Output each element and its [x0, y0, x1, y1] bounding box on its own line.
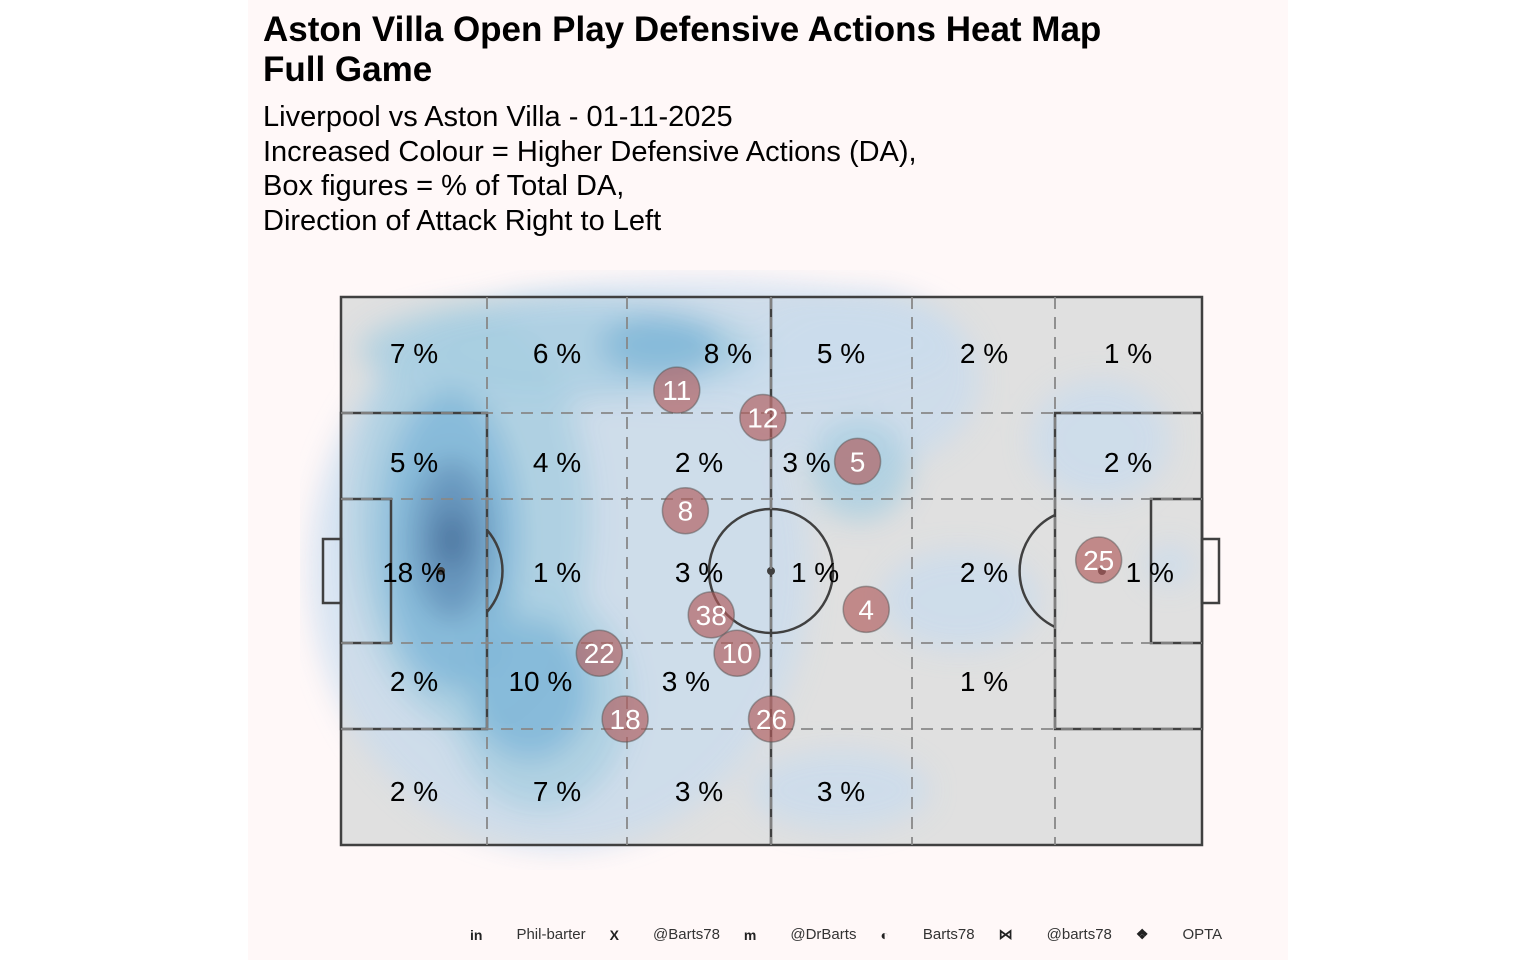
- subtitle-line: Increased Colour = Higher Defensive Acti…: [263, 135, 917, 168]
- player-average-position: 5: [833, 437, 882, 486]
- player-average-position: 26: [747, 695, 796, 743]
- player-number: 25: [1083, 545, 1114, 576]
- player-average-position: 38: [687, 591, 735, 639]
- zone-percentage-label: 2 %: [960, 557, 1008, 588]
- player-marker: [747, 695, 796, 743]
- subtitle-line: Liverpool vs Aston Villa - 01-11-2025: [263, 101, 733, 133]
- player-marker: [575, 629, 624, 677]
- player-number: 5: [850, 446, 866, 477]
- footer-handle: Phil-barter: [516, 926, 586, 943]
- zone-percentage-label: 2 %: [960, 338, 1008, 369]
- player-average-position: 18: [601, 695, 649, 743]
- zone-percentage-label: 1 %: [960, 666, 1008, 697]
- zone-percentage-label: 2 %: [390, 666, 438, 697]
- player-number: 10: [721, 638, 752, 669]
- player-average-position: 12: [739, 393, 787, 442]
- subtitle-line: Box figures = % of Total DA,: [263, 170, 625, 202]
- footer-handle: OPTA: [1182, 926, 1223, 943]
- footer-credits: in Phil-barter X @Barts78 m @DrBarts ◐ Barts78 ⋈…: [470, 926, 1246, 943]
- subtitle-line: Direction of Attack Right to Left: [263, 204, 662, 237]
- player-marker: [601, 695, 649, 743]
- x-icon: X: [609, 926, 619, 943]
- heat-blob: [600, 315, 720, 375]
- zone-percentage-label: 6 %: [533, 338, 581, 369]
- player-number: 38: [696, 600, 727, 631]
- chart-title: Aston Villa Open Play Defensive Actions …: [263, 10, 1101, 90]
- zone-percentage-label: 18 %: [382, 557, 446, 588]
- player-marker: [653, 366, 701, 414]
- zone-percentage-label: 1 %: [1104, 338, 1152, 369]
- footer-handle: @DrBarts: [790, 926, 857, 943]
- bluesky-icon: ⋈: [998, 926, 1013, 942]
- chart-subtitle: Liverpool vs Aston Villa - 01-11-2025 In…: [263, 100, 917, 238]
- zone-percentage-label: 4 %: [533, 447, 581, 478]
- zone-percentage-label: 1 %: [791, 557, 839, 588]
- player-number: 26: [756, 704, 787, 735]
- player-marker: [713, 629, 761, 677]
- zone-percentage-label: 8 %: [704, 338, 752, 369]
- player-number: 8: [678, 496, 694, 527]
- player-number: 12: [747, 403, 778, 434]
- title-line-1: Aston Villa Open Play Defensive Actions …: [263, 10, 1102, 49]
- github-icon: ◐: [880, 926, 889, 943]
- zone-percentage-label: 3 %: [675, 776, 723, 807]
- player-marker: [739, 393, 787, 442]
- heat-blob: [470, 620, 590, 760]
- heat-blob: [740, 290, 980, 470]
- player-marker: [833, 437, 882, 486]
- zone-percentage-label: 2 %: [1104, 447, 1152, 478]
- footer-handle: @barts78: [1046, 926, 1112, 943]
- zone-percentage-label: 5 %: [390, 447, 438, 478]
- zone-percentage-label: 3 %: [675, 557, 723, 588]
- zone-percentage-label: 7 %: [390, 338, 438, 369]
- zone-percentage-label: 2 %: [390, 776, 438, 807]
- heat-blob: [750, 750, 930, 830]
- mastodon-icon: m: [743, 926, 757, 943]
- player-number: 22: [584, 638, 615, 669]
- zone-percentage-label: 1 %: [1126, 557, 1174, 588]
- zone-percentage-label: 2 %: [675, 447, 723, 478]
- dropbox-icon: ❖: [1135, 926, 1149, 942]
- heat-blob: [880, 550, 1040, 650]
- zone-percentage-label: 7 %: [533, 776, 581, 807]
- player-number: 11: [662, 375, 691, 406]
- player-average-position: 25: [1074, 536, 1123, 584]
- zone-percentage-label: 3 %: [817, 776, 865, 807]
- player-average-position: 8: [661, 486, 710, 535]
- heat-blob: [1145, 545, 1195, 585]
- player-marker: [1074, 536, 1123, 584]
- player-number: 18: [610, 704, 641, 735]
- zone-percentage-label: 10 %: [508, 666, 572, 697]
- player-average-position: 11: [653, 366, 701, 414]
- zone-percentage-label: 1 %: [533, 557, 581, 588]
- heat-blob: [434, 510, 470, 570]
- footer-handle: Barts78: [922, 926, 975, 943]
- zone-percentage-label: 3 %: [782, 447, 830, 478]
- linkedin-icon: in: [470, 926, 483, 943]
- zone-percentage-label: 5 %: [817, 338, 865, 369]
- penalty-spot: [437, 567, 445, 575]
- heat-blob: [1030, 380, 1170, 500]
- player-marker: [842, 585, 890, 634]
- player-average-position: 22: [575, 629, 624, 677]
- player-average-position: 4: [842, 585, 890, 634]
- player-marker: [687, 591, 735, 639]
- player-marker: [661, 486, 710, 535]
- footer-handle: @Barts78: [653, 926, 720, 943]
- centre-spot: [767, 567, 775, 575]
- zone-percentage-label: 3 %: [662, 666, 710, 697]
- player-average-position: 10: [713, 629, 761, 677]
- player-number: 4: [858, 594, 874, 625]
- title-line-2: Full Game: [263, 50, 433, 89]
